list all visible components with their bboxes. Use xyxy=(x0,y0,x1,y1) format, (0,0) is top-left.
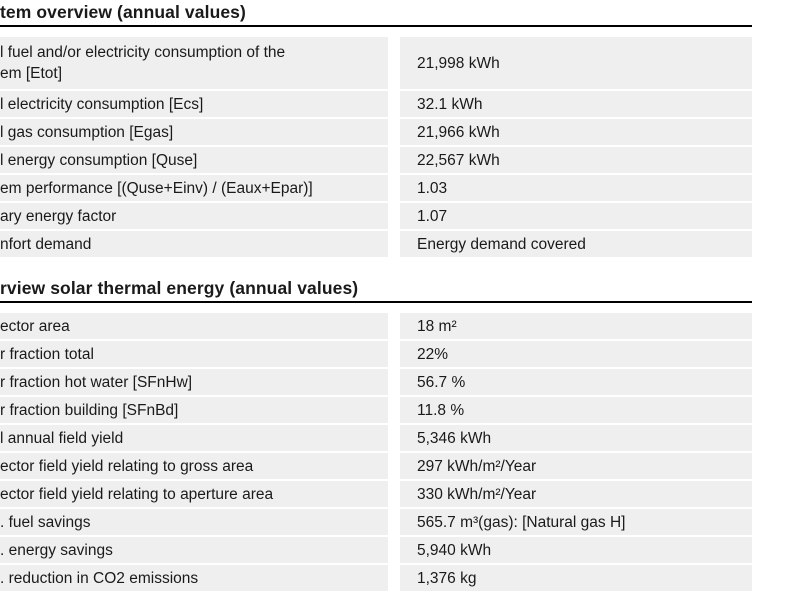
row-value: 18 m² xyxy=(400,313,752,339)
table-row: l gas consumption [Egas] 21,966 kWh xyxy=(0,119,752,145)
column-gap xyxy=(388,119,400,145)
column-gap xyxy=(388,537,400,563)
row-label: . energy savings xyxy=(0,537,388,563)
section-system-overview: tem overview (annual values) l fuel and/… xyxy=(0,0,752,257)
column-gap xyxy=(388,369,400,395)
row-label: em performance [(Quse+Einv) / (Eaux+Epar… xyxy=(0,175,388,201)
table-row: l energy consumption [Quse] 22,567 kWh xyxy=(0,147,752,173)
table-row: . reduction in CO2 emissions 1,376 kg xyxy=(0,565,752,591)
table-row: . energy savings 5,940 kWh xyxy=(0,537,752,563)
report-page: tem overview (annual values) l fuel and/… xyxy=(0,0,752,591)
section-title: tem overview (annual values) xyxy=(0,0,752,27)
row-label: l electricity consumption [Ecs] xyxy=(0,91,388,117)
table-row: l fuel and/or electricity consumption of… xyxy=(0,37,752,89)
row-label: ector area xyxy=(0,313,388,339)
row-label: . fuel savings xyxy=(0,509,388,535)
row-label: l fuel and/or electricity consumption of… xyxy=(0,37,388,89)
column-gap xyxy=(388,425,400,451)
row-label: r fraction building [SFnBd] xyxy=(0,397,388,423)
row-value: 32.1 kWh xyxy=(400,91,752,117)
column-gap xyxy=(388,147,400,173)
table-row: em performance [(Quse+Einv) / (Eaux+Epar… xyxy=(0,175,752,201)
row-value: 21,998 kWh xyxy=(400,37,752,89)
column-gap xyxy=(388,565,400,591)
row-value: 56.7 % xyxy=(400,369,752,395)
column-gap xyxy=(388,37,400,89)
table-row: nfort demand Energy demand covered xyxy=(0,231,752,257)
row-label: ary energy factor xyxy=(0,203,388,229)
row-label: ector field yield relating to gross area xyxy=(0,453,388,479)
column-gap xyxy=(388,481,400,507)
section-solar-thermal: rview solar thermal energy (annual value… xyxy=(0,276,752,591)
row-label: l annual field yield xyxy=(0,425,388,451)
table-row: r fraction hot water [SFnHw] 56.7 % xyxy=(0,369,752,395)
column-gap xyxy=(388,341,400,367)
row-value: 565.7 m³(gas): [Natural gas H] xyxy=(400,509,752,535)
table-row: ector area 18 m² xyxy=(0,313,752,339)
row-value: 297 kWh/m²/Year xyxy=(400,453,752,479)
table-row: ector field yield relating to gross area… xyxy=(0,453,752,479)
column-gap xyxy=(388,175,400,201)
column-gap xyxy=(388,453,400,479)
table-row: l annual field yield 5,346 kWh xyxy=(0,425,752,451)
section-title: rview solar thermal energy (annual value… xyxy=(0,276,752,303)
row-value: 1,376 kg xyxy=(400,565,752,591)
row-value: 11.8 % xyxy=(400,397,752,423)
table-row: ary energy factor 1.07 xyxy=(0,203,752,229)
column-gap xyxy=(388,203,400,229)
table-row: ector field yield relating to aperture a… xyxy=(0,481,752,507)
row-label: . reduction in CO2 emissions xyxy=(0,565,388,591)
row-label: r fraction hot water [SFnHw] xyxy=(0,369,388,395)
row-label: r fraction total xyxy=(0,341,388,367)
table-row: . fuel savings 565.7 m³(gas): [Natural g… xyxy=(0,509,752,535)
row-value: 330 kWh/m²/Year xyxy=(400,481,752,507)
row-value: 5,940 kWh xyxy=(400,537,752,563)
column-gap xyxy=(388,91,400,117)
table-row: r fraction total 22% xyxy=(0,341,752,367)
column-gap xyxy=(388,509,400,535)
row-label: ector field yield relating to aperture a… xyxy=(0,481,388,507)
row-value: 5,346 kWh xyxy=(400,425,752,451)
table-row: r fraction building [SFnBd] 11.8 % xyxy=(0,397,752,423)
row-value: 22,567 kWh xyxy=(400,147,752,173)
row-label: l gas consumption [Egas] xyxy=(0,119,388,145)
row-value: 21,966 kWh xyxy=(400,119,752,145)
solar-thermal-table: ector area 18 m² r fraction total 22% r … xyxy=(0,313,752,591)
row-value: 1.03 xyxy=(400,175,752,201)
table-row: l electricity consumption [Ecs] 32.1 kWh xyxy=(0,91,752,117)
system-overview-table: l fuel and/or electricity consumption of… xyxy=(0,37,752,257)
row-value: 1.07 xyxy=(400,203,752,229)
row-label: l energy consumption [Quse] xyxy=(0,147,388,173)
row-label: nfort demand xyxy=(0,231,388,257)
column-gap xyxy=(388,231,400,257)
column-gap xyxy=(388,397,400,423)
row-value: Energy demand covered xyxy=(400,231,752,257)
column-gap xyxy=(388,313,400,339)
row-value: 22% xyxy=(400,341,752,367)
